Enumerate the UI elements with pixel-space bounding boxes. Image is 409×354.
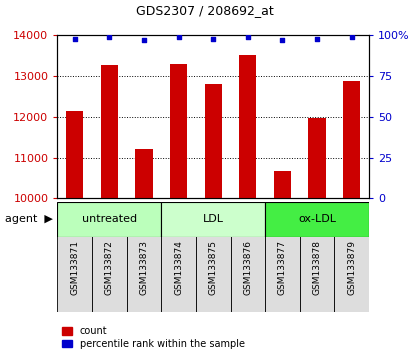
Text: agent  ▶: agent ▶ <box>5 215 53 224</box>
FancyBboxPatch shape <box>196 234 230 312</box>
Text: ox-LDL: ox-LDL <box>297 215 335 224</box>
Text: GSM133871: GSM133871 <box>70 240 79 295</box>
FancyBboxPatch shape <box>334 234 368 312</box>
Bar <box>238 55 256 198</box>
Text: LDL: LDL <box>202 215 223 224</box>
FancyBboxPatch shape <box>265 234 299 312</box>
FancyBboxPatch shape <box>265 202 368 237</box>
Text: GSM133879: GSM133879 <box>346 240 355 295</box>
Point <box>140 38 147 43</box>
Point <box>313 36 319 41</box>
FancyBboxPatch shape <box>161 234 196 312</box>
Bar <box>135 149 152 198</box>
Text: GSM133875: GSM133875 <box>208 240 217 295</box>
Text: GSM133873: GSM133873 <box>139 240 148 295</box>
Bar <box>101 65 118 198</box>
FancyBboxPatch shape <box>161 202 265 237</box>
Bar <box>204 84 221 198</box>
Bar <box>342 81 360 198</box>
FancyBboxPatch shape <box>57 234 92 312</box>
Text: GDS2307 / 208692_at: GDS2307 / 208692_at <box>136 4 273 17</box>
Bar <box>169 64 187 198</box>
Legend: count, percentile rank within the sample: count, percentile rank within the sample <box>62 326 244 349</box>
Point <box>175 34 182 40</box>
Text: GSM133878: GSM133878 <box>312 240 321 295</box>
FancyBboxPatch shape <box>126 234 161 312</box>
Text: GSM133874: GSM133874 <box>174 240 183 295</box>
Text: GSM133872: GSM133872 <box>105 240 114 295</box>
Bar <box>66 111 83 198</box>
Point <box>244 34 250 40</box>
Point <box>209 36 216 41</box>
Point <box>106 34 112 40</box>
FancyBboxPatch shape <box>230 234 265 312</box>
Bar <box>308 118 325 198</box>
Text: GSM133876: GSM133876 <box>243 240 252 295</box>
Point <box>348 34 354 40</box>
Text: GSM133877: GSM133877 <box>277 240 286 295</box>
Point <box>71 36 78 41</box>
Text: untreated: untreated <box>81 215 137 224</box>
Point <box>279 38 285 43</box>
FancyBboxPatch shape <box>92 234 126 312</box>
FancyBboxPatch shape <box>57 202 161 237</box>
FancyBboxPatch shape <box>299 234 334 312</box>
Bar <box>273 171 290 198</box>
